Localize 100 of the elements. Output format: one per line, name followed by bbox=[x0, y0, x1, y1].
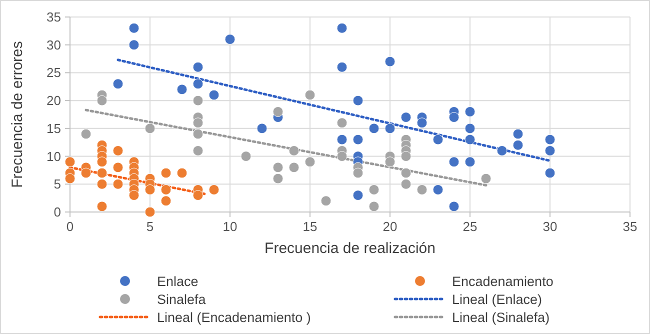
x-axis-title: Frecuencia de realización bbox=[264, 240, 436, 257]
point bbox=[224, 34, 236, 45]
point bbox=[464, 156, 476, 168]
point bbox=[144, 206, 156, 218]
point bbox=[352, 95, 364, 106]
point bbox=[480, 173, 492, 184]
point bbox=[288, 162, 300, 173]
point bbox=[80, 128, 92, 140]
point bbox=[432, 184, 444, 195]
point bbox=[64, 173, 76, 184]
point bbox=[208, 90, 220, 100]
point bbox=[448, 201, 460, 212]
x-tick-label: 15 bbox=[302, 219, 318, 234]
point bbox=[272, 106, 284, 117]
point bbox=[336, 22, 348, 34]
point bbox=[96, 168, 108, 178]
legend-label: Lineal (Enlace) bbox=[452, 292, 542, 307]
point bbox=[128, 22, 140, 34]
point bbox=[208, 184, 220, 195]
point bbox=[416, 184, 428, 195]
point bbox=[368, 201, 380, 212]
point bbox=[448, 156, 460, 168]
point bbox=[304, 90, 316, 100]
point bbox=[192, 190, 204, 201]
y-tick-label: 10 bbox=[46, 148, 61, 164]
point bbox=[400, 151, 412, 162]
point bbox=[336, 62, 348, 72]
point bbox=[352, 168, 364, 178]
x-tick-label: 10 bbox=[222, 219, 238, 234]
point bbox=[256, 123, 268, 134]
point bbox=[368, 184, 380, 195]
point bbox=[368, 123, 380, 134]
point bbox=[96, 201, 108, 212]
point bbox=[80, 168, 92, 178]
point bbox=[96, 156, 108, 168]
point bbox=[112, 78, 124, 90]
point bbox=[160, 196, 172, 206]
legend-label: Encadenamiento bbox=[452, 274, 554, 289]
point bbox=[192, 62, 204, 72]
point bbox=[512, 140, 524, 150]
point bbox=[352, 190, 364, 201]
y-tick-label: 30 bbox=[46, 37, 61, 52]
legend-label: Lineal (Encadenamiento ) bbox=[157, 310, 311, 325]
point bbox=[288, 145, 300, 156]
x-tick-label: 30 bbox=[542, 219, 558, 234]
point bbox=[160, 168, 172, 178]
legend-label: Enlace bbox=[157, 274, 198, 289]
point bbox=[336, 151, 348, 162]
point bbox=[464, 123, 476, 134]
point bbox=[544, 168, 556, 178]
point bbox=[320, 196, 332, 206]
point bbox=[400, 112, 412, 123]
x-tick-label: 0 bbox=[66, 219, 74, 234]
point bbox=[384, 123, 396, 134]
x-tick-label: 5 bbox=[146, 219, 154, 234]
point bbox=[304, 156, 316, 168]
point bbox=[432, 134, 444, 145]
point bbox=[384, 156, 396, 168]
point bbox=[112, 162, 124, 173]
point bbox=[400, 178, 412, 190]
point bbox=[336, 118, 348, 128]
point bbox=[192, 78, 204, 90]
x-tick-label: 25 bbox=[462, 219, 478, 234]
point bbox=[160, 184, 172, 195]
point bbox=[544, 145, 556, 156]
point bbox=[128, 190, 140, 201]
y-tick-label: 0 bbox=[54, 204, 61, 220]
point bbox=[352, 134, 364, 145]
point bbox=[448, 112, 460, 123]
y-tick-label: 5 bbox=[54, 176, 61, 192]
point bbox=[240, 151, 252, 162]
point bbox=[176, 84, 188, 95]
point bbox=[192, 128, 204, 140]
point bbox=[416, 118, 428, 128]
point bbox=[384, 56, 396, 67]
point bbox=[96, 95, 108, 106]
legend-label: Sinalefa bbox=[157, 292, 206, 307]
point bbox=[128, 40, 140, 50]
point bbox=[192, 95, 204, 106]
x-tick-label: 35 bbox=[622, 219, 638, 234]
y-tick-label: 35 bbox=[46, 10, 61, 24]
y-axis-title: Frecuencia de errores bbox=[9, 41, 26, 188]
point bbox=[192, 145, 204, 156]
point bbox=[192, 118, 204, 128]
point bbox=[64, 156, 76, 168]
point bbox=[464, 106, 476, 117]
y-tick-label: 25 bbox=[46, 65, 61, 80]
point bbox=[112, 145, 124, 156]
point bbox=[272, 173, 284, 184]
legend-label: Lineal (Sinalefa) bbox=[452, 310, 550, 325]
x-tick-label: 20 bbox=[382, 219, 398, 234]
point bbox=[96, 178, 108, 190]
point bbox=[176, 168, 188, 178]
point bbox=[496, 145, 508, 156]
point bbox=[464, 134, 476, 145]
point bbox=[544, 134, 556, 145]
point bbox=[512, 128, 524, 140]
point bbox=[144, 123, 156, 134]
point bbox=[112, 178, 124, 190]
y-tick-label: 20 bbox=[46, 93, 61, 108]
